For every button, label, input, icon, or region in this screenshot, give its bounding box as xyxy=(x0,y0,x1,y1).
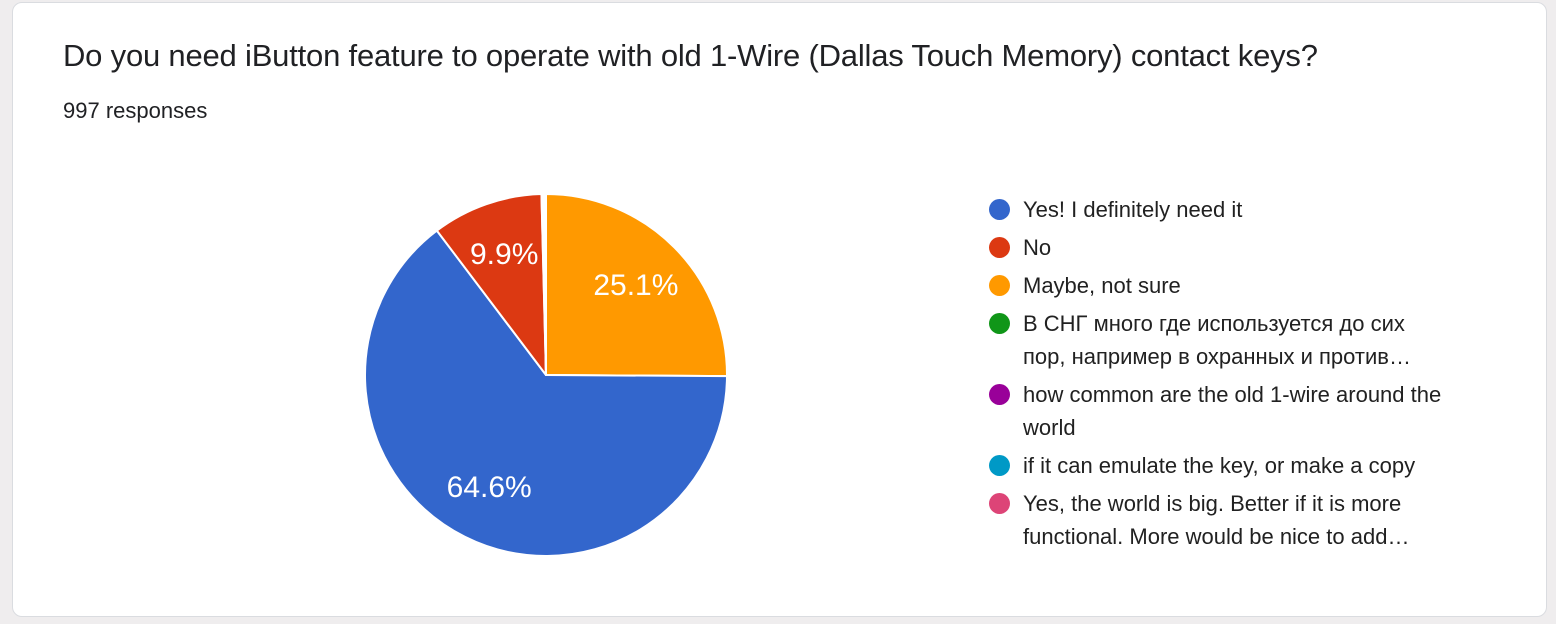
chart-legend: Yes! I definitely need it No Maybe, not su… xyxy=(989,193,1461,553)
pie-slice-6[interactable] xyxy=(543,192,547,376)
legend-color-dot xyxy=(989,313,1010,334)
legend-color-dot xyxy=(989,237,1010,258)
legend-color-dot xyxy=(989,455,1010,476)
legend-color-dot xyxy=(989,384,1010,405)
legend-item-5: if it can emulate the key, or make a cop… xyxy=(989,449,1461,482)
legend-label: how common are the old 1-wire around the… xyxy=(1023,382,1442,440)
legend-item-1: No xyxy=(989,231,1461,264)
pie-slice-1[interactable] xyxy=(435,193,547,376)
legend-item-3: В СНГ много где используется до сих пор,… xyxy=(989,307,1461,373)
legend-item-6: Yes, the world is big. Better if it is m… xyxy=(989,487,1461,553)
legend-color-dot xyxy=(989,493,1010,514)
pie-slice-2[interactable] xyxy=(545,193,729,378)
legend-label: Maybe, not sure xyxy=(1023,273,1181,298)
legend-color-dot xyxy=(989,199,1010,220)
legend-label: В СНГ много где используется до сих пор,… xyxy=(1023,311,1411,369)
question-summary-card: Do you need iButton feature to operate w… xyxy=(12,2,1547,617)
legend-label: if it can emulate the key, or make a cop… xyxy=(1023,453,1416,478)
legend-item-2: Maybe, not sure xyxy=(989,269,1461,302)
legend-color-dot xyxy=(989,275,1010,296)
responses-count: 997 responses xyxy=(63,98,208,123)
legend-label: Yes, the world is big. Better if it is m… xyxy=(1023,491,1410,549)
legend-label: Yes! I definitely need it xyxy=(1023,197,1243,222)
question-title: Do you need iButton feature to operate w… xyxy=(63,38,1318,73)
pie-slice-0[interactable] xyxy=(364,229,728,557)
pie-chart: 25.1% 64.6% 9.9% xyxy=(344,173,748,577)
legend-item-4: how common are the old 1-wire around the… xyxy=(989,378,1461,444)
legend-label: No xyxy=(1023,235,1052,260)
legend-item-0: Yes! I definitely need it xyxy=(989,193,1461,226)
pie-chart-svg xyxy=(364,192,729,557)
